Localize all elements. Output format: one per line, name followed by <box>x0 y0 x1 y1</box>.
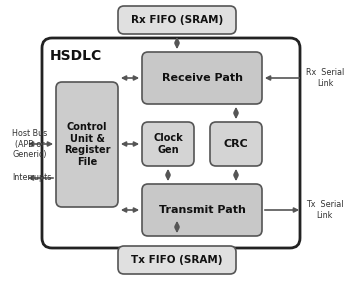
FancyBboxPatch shape <box>142 122 194 166</box>
FancyBboxPatch shape <box>118 6 236 34</box>
Text: Clock
Gen: Clock Gen <box>153 133 183 155</box>
Text: Rx  Serial
Link: Rx Serial Link <box>306 68 344 88</box>
FancyBboxPatch shape <box>210 122 262 166</box>
Text: Host Bus
(APB or
Generic): Host Bus (APB or Generic) <box>12 129 47 159</box>
Text: Control
Unit &
Register
File: Control Unit & Register File <box>64 122 110 167</box>
Text: Transmit Path: Transmit Path <box>159 205 245 215</box>
Text: Interrupts: Interrupts <box>12 173 51 182</box>
FancyBboxPatch shape <box>42 38 300 248</box>
FancyBboxPatch shape <box>142 52 262 104</box>
Text: CRC: CRC <box>224 139 248 149</box>
Text: Tx  Serial
Link: Tx Serial Link <box>306 200 343 220</box>
Text: HSDLC: HSDLC <box>50 49 102 63</box>
FancyBboxPatch shape <box>142 184 262 236</box>
Text: Rx FIFO (SRAM): Rx FIFO (SRAM) <box>131 15 223 25</box>
FancyBboxPatch shape <box>56 82 118 207</box>
Text: Tx FIFO (SRAM): Tx FIFO (SRAM) <box>131 255 223 265</box>
FancyBboxPatch shape <box>118 246 236 274</box>
Text: Receive Path: Receive Path <box>161 73 243 83</box>
